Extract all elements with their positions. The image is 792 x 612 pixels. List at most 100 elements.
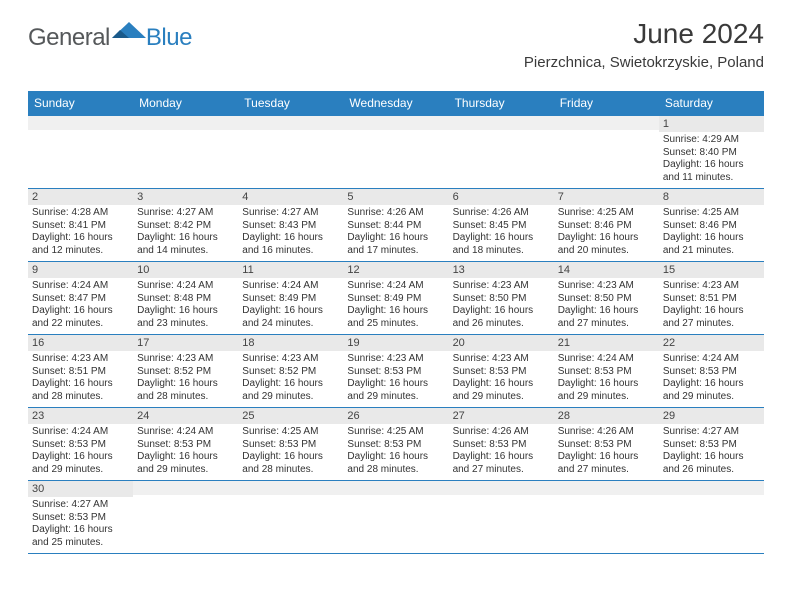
day-number-bar: 18 [238, 335, 343, 351]
location-subtitle: Pierzchnica, Swietokrzyskie, Poland [524, 54, 764, 71]
day-number-bar: 5 [343, 189, 448, 205]
sunset-line: Sunset: 8:49 PM [347, 293, 444, 306]
day-number-bar: 16 [28, 335, 133, 351]
calendar-day-cell [238, 481, 343, 554]
day-content: Sunrise: 4:24 AMSunset: 8:47 PMDaylight:… [28, 278, 133, 334]
dow-friday: Friday [554, 91, 659, 116]
sunset-line: Sunset: 8:53 PM [32, 439, 129, 452]
calendar-day-cell: 5Sunrise: 4:26 AMSunset: 8:44 PMDaylight… [343, 189, 448, 262]
daylight-line: Daylight: 16 hours and 20 minutes. [558, 232, 655, 257]
day-content [554, 495, 659, 543]
calendar-day-cell: 4Sunrise: 4:27 AMSunset: 8:43 PMDaylight… [238, 189, 343, 262]
sunset-line: Sunset: 8:46 PM [558, 220, 655, 233]
sunset-line: Sunset: 8:53 PM [663, 366, 760, 379]
daylight-line: Daylight: 16 hours and 26 minutes. [663, 451, 760, 476]
calendar-day-cell: 3Sunrise: 4:27 AMSunset: 8:42 PMDaylight… [133, 189, 238, 262]
day-number-bar [28, 116, 133, 130]
daylight-line: Daylight: 16 hours and 29 minutes. [558, 378, 655, 403]
day-number-bar: 3 [133, 189, 238, 205]
sunrise-line: Sunrise: 4:23 AM [453, 353, 550, 366]
day-number-bar: 9 [28, 262, 133, 278]
calendar-day-cell [133, 116, 238, 189]
day-number-bar: 8 [659, 189, 764, 205]
day-content: Sunrise: 4:26 AMSunset: 8:53 PMDaylight:… [449, 424, 554, 480]
calendar-day-cell: 1Sunrise: 4:29 AMSunset: 8:40 PMDaylight… [659, 116, 764, 189]
sunset-line: Sunset: 8:53 PM [347, 366, 444, 379]
calendar-day-cell: 14Sunrise: 4:23 AMSunset: 8:50 PMDayligh… [554, 262, 659, 335]
calendar-day-cell: 20Sunrise: 4:23 AMSunset: 8:53 PMDayligh… [449, 335, 554, 408]
sunset-line: Sunset: 8:44 PM [347, 220, 444, 233]
daylight-line: Daylight: 16 hours and 27 minutes. [663, 305, 760, 330]
sunrise-line: Sunrise: 4:24 AM [32, 426, 129, 439]
sunset-line: Sunset: 8:53 PM [242, 439, 339, 452]
day-number-bar: 6 [449, 189, 554, 205]
sunrise-line: Sunrise: 4:23 AM [453, 280, 550, 293]
sunset-line: Sunset: 8:53 PM [347, 439, 444, 452]
calendar-day-cell: 27Sunrise: 4:26 AMSunset: 8:53 PMDayligh… [449, 408, 554, 481]
day-content: Sunrise: 4:23 AMSunset: 8:52 PMDaylight:… [133, 351, 238, 407]
day-content: Sunrise: 4:24 AMSunset: 8:53 PMDaylight:… [554, 351, 659, 407]
day-content: Sunrise: 4:23 AMSunset: 8:53 PMDaylight:… [449, 351, 554, 407]
sunset-line: Sunset: 8:51 PM [663, 293, 760, 306]
daylight-line: Daylight: 16 hours and 21 minutes. [663, 232, 760, 257]
sunrise-line: Sunrise: 4:27 AM [663, 426, 760, 439]
dow-wednesday: Wednesday [343, 91, 448, 116]
day-content: Sunrise: 4:25 AMSunset: 8:53 PMDaylight:… [343, 424, 448, 480]
day-content: Sunrise: 4:26 AMSunset: 8:44 PMDaylight:… [343, 205, 448, 261]
calendar-day-cell: 8Sunrise: 4:25 AMSunset: 8:46 PMDaylight… [659, 189, 764, 262]
sunrise-line: Sunrise: 4:23 AM [32, 353, 129, 366]
daylight-line: Daylight: 16 hours and 12 minutes. [32, 232, 129, 257]
daylight-line: Daylight: 16 hours and 29 minutes. [242, 378, 339, 403]
day-number-bar: 24 [133, 408, 238, 424]
day-number-bar: 7 [554, 189, 659, 205]
sunrise-line: Sunrise: 4:27 AM [32, 499, 129, 512]
day-number-bar [659, 481, 764, 495]
day-content: Sunrise: 4:26 AMSunset: 8:53 PMDaylight:… [554, 424, 659, 480]
daylight-line: Daylight: 16 hours and 25 minutes. [32, 524, 129, 549]
day-number-bar: 27 [449, 408, 554, 424]
day-number-bar: 19 [343, 335, 448, 351]
calendar-day-cell: 21Sunrise: 4:24 AMSunset: 8:53 PMDayligh… [554, 335, 659, 408]
calendar-day-cell: 23Sunrise: 4:24 AMSunset: 8:53 PMDayligh… [28, 408, 133, 481]
calendar-day-cell [28, 116, 133, 189]
calendar-week-row: 2Sunrise: 4:28 AMSunset: 8:41 PMDaylight… [28, 189, 764, 262]
calendar-day-cell: 30Sunrise: 4:27 AMSunset: 8:53 PMDayligh… [28, 481, 133, 554]
day-number-bar [554, 481, 659, 495]
day-content [133, 495, 238, 543]
day-number-bar [238, 116, 343, 130]
calendar-week-row: 30Sunrise: 4:27 AMSunset: 8:53 PMDayligh… [28, 481, 764, 554]
sunset-line: Sunset: 8:52 PM [242, 366, 339, 379]
day-number-bar: 30 [28, 481, 133, 497]
day-content: Sunrise: 4:24 AMSunset: 8:49 PMDaylight:… [343, 278, 448, 334]
day-number-bar: 22 [659, 335, 764, 351]
day-content: Sunrise: 4:29 AMSunset: 8:40 PMDaylight:… [659, 132, 764, 188]
calendar-day-cell: 10Sunrise: 4:24 AMSunset: 8:48 PMDayligh… [133, 262, 238, 335]
day-number-bar [343, 116, 448, 130]
dow-thursday: Thursday [449, 91, 554, 116]
day-of-week-header-row: Sunday Monday Tuesday Wednesday Thursday… [28, 91, 764, 116]
calendar-day-cell [449, 481, 554, 554]
sunset-line: Sunset: 8:51 PM [32, 366, 129, 379]
sunrise-line: Sunrise: 4:24 AM [137, 280, 234, 293]
day-content: Sunrise: 4:27 AMSunset: 8:53 PMDaylight:… [659, 424, 764, 480]
daylight-line: Daylight: 16 hours and 23 minutes. [137, 305, 234, 330]
sunset-line: Sunset: 8:49 PM [242, 293, 339, 306]
sunset-line: Sunset: 8:53 PM [663, 439, 760, 452]
sunset-line: Sunset: 8:42 PM [137, 220, 234, 233]
calendar-day-cell: 19Sunrise: 4:23 AMSunset: 8:53 PMDayligh… [343, 335, 448, 408]
calendar-day-cell [343, 481, 448, 554]
day-number-bar: 23 [28, 408, 133, 424]
sunrise-line: Sunrise: 4:27 AM [137, 207, 234, 220]
daylight-line: Daylight: 16 hours and 28 minutes. [137, 378, 234, 403]
sunset-line: Sunset: 8:53 PM [558, 439, 655, 452]
calendar-day-cell: 25Sunrise: 4:25 AMSunset: 8:53 PMDayligh… [238, 408, 343, 481]
sunset-line: Sunset: 8:48 PM [137, 293, 234, 306]
day-number-bar [449, 481, 554, 495]
day-content: Sunrise: 4:23 AMSunset: 8:53 PMDaylight:… [343, 351, 448, 407]
daylight-line: Daylight: 16 hours and 24 minutes. [242, 305, 339, 330]
calendar-body: 1Sunrise: 4:29 AMSunset: 8:40 PMDaylight… [28, 116, 764, 554]
sunset-line: Sunset: 8:50 PM [453, 293, 550, 306]
sunrise-line: Sunrise: 4:26 AM [453, 207, 550, 220]
sunrise-line: Sunrise: 4:26 AM [558, 426, 655, 439]
dow-monday: Monday [133, 91, 238, 116]
